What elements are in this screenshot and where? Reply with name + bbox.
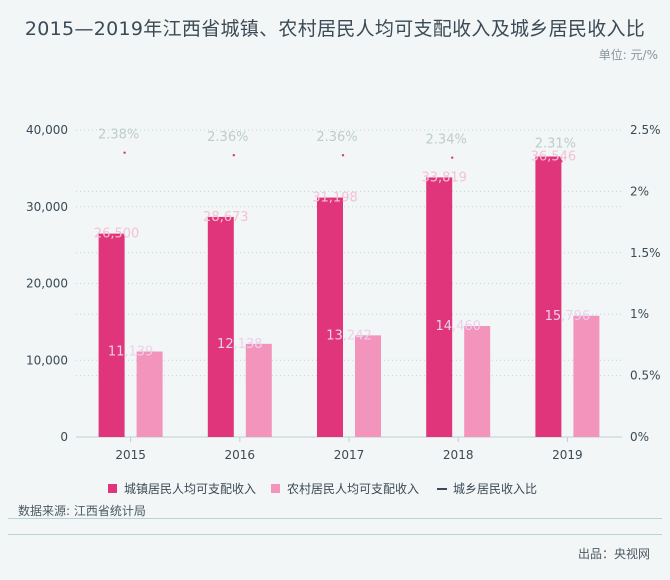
- bar-rural-income: [136, 351, 163, 437]
- ratio-point: [341, 153, 345, 157]
- credit-label: 出品：央视网: [577, 547, 650, 561]
- bar-rural-income: [573, 315, 600, 437]
- y-left-tick-label: 0: [60, 430, 68, 444]
- data-label-urban: 33,819: [421, 170, 467, 185]
- legend-rural-swatch: [271, 484, 280, 493]
- ratio-point: [232, 153, 235, 157]
- y-right-tick-label: 0%: [630, 430, 649, 444]
- data-label-ratio: 2.34%: [426, 133, 467, 148]
- data-label-urban: 31,198: [312, 191, 358, 206]
- bar-rural-income: [245, 343, 272, 437]
- bar-rural-income: [464, 326, 491, 437]
- y-right-tick-label: 1.5%: [630, 246, 661, 260]
- x-tick-label: 2019: [552, 448, 583, 462]
- data-label-ratio: 2.31%: [535, 136, 576, 151]
- data-label-urban: 36,546: [531, 150, 577, 165]
- bar-urban-income: [207, 216, 234, 437]
- legend-urban-label: 城镇居民人均可支配收入: [124, 482, 256, 496]
- y-left-tick-label: 40,000: [26, 123, 68, 137]
- data-label-ratio: 2.36%: [207, 130, 248, 145]
- x-tick-label: 2015: [115, 448, 146, 462]
- x-tick-label: 2016: [225, 448, 256, 462]
- data-label-rural: 12,138: [217, 337, 263, 352]
- bar-urban-income: [98, 233, 125, 437]
- ratio-point: [123, 151, 126, 154]
- y-left-tick-label: 10,000: [26, 353, 68, 367]
- y-right-tick-label: 2.5%: [630, 123, 661, 137]
- ratio-point: [451, 156, 454, 159]
- bar-urban-income: [535, 156, 562, 437]
- x-tick-label: 2017: [334, 448, 365, 462]
- data-label-ratio: 2.36%: [316, 130, 357, 145]
- data-source: 数据来源: 江西省统计局: [18, 504, 146, 518]
- data-label-urban: 26,500: [94, 227, 140, 242]
- bar-urban-income: [317, 197, 343, 437]
- ratio-point: [560, 160, 563, 163]
- source-divider: [8, 518, 662, 519]
- legend-urban-swatch: [108, 484, 117, 493]
- y-right-tick-label: 2%: [630, 184, 649, 198]
- bar-urban-income: [426, 177, 453, 437]
- y-right-tick-label: 0.5%: [630, 369, 661, 383]
- chart-title: 2015—2019年江西省城镇、农村居民人均可支配收入及城乡居民收入比: [24, 18, 646, 40]
- footer-divider: [8, 534, 662, 535]
- legend-ratio-label: 城乡居民收入比: [453, 482, 537, 496]
- legend-rural-label: 农村居民人均可支配收入: [287, 482, 419, 496]
- data-label-rural: 14,460: [435, 319, 481, 334]
- data-label-ratio: 2.38%: [98, 128, 139, 143]
- unit-label: 单位: 元/%: [598, 48, 658, 62]
- bar-rural-income: [355, 335, 381, 437]
- y-right-tick-label: 1%: [630, 307, 649, 321]
- chart-canvas: 0% 0.5% 1% 1.5% 2% 2.5% 0 10,000 20,000 30,000 40,…: [26, 123, 661, 496]
- y-left-tick-label: 20,000: [26, 277, 68, 291]
- data-label-rural: 13,242: [326, 328, 372, 343]
- x-tick-label: 2018: [443, 448, 474, 462]
- data-label-urban: 28,673: [203, 210, 249, 225]
- data-label-rural: 15,796: [545, 309, 591, 324]
- y-left-tick-label: 30,000: [26, 200, 68, 214]
- data-label-rural: 11,139: [108, 345, 154, 360]
